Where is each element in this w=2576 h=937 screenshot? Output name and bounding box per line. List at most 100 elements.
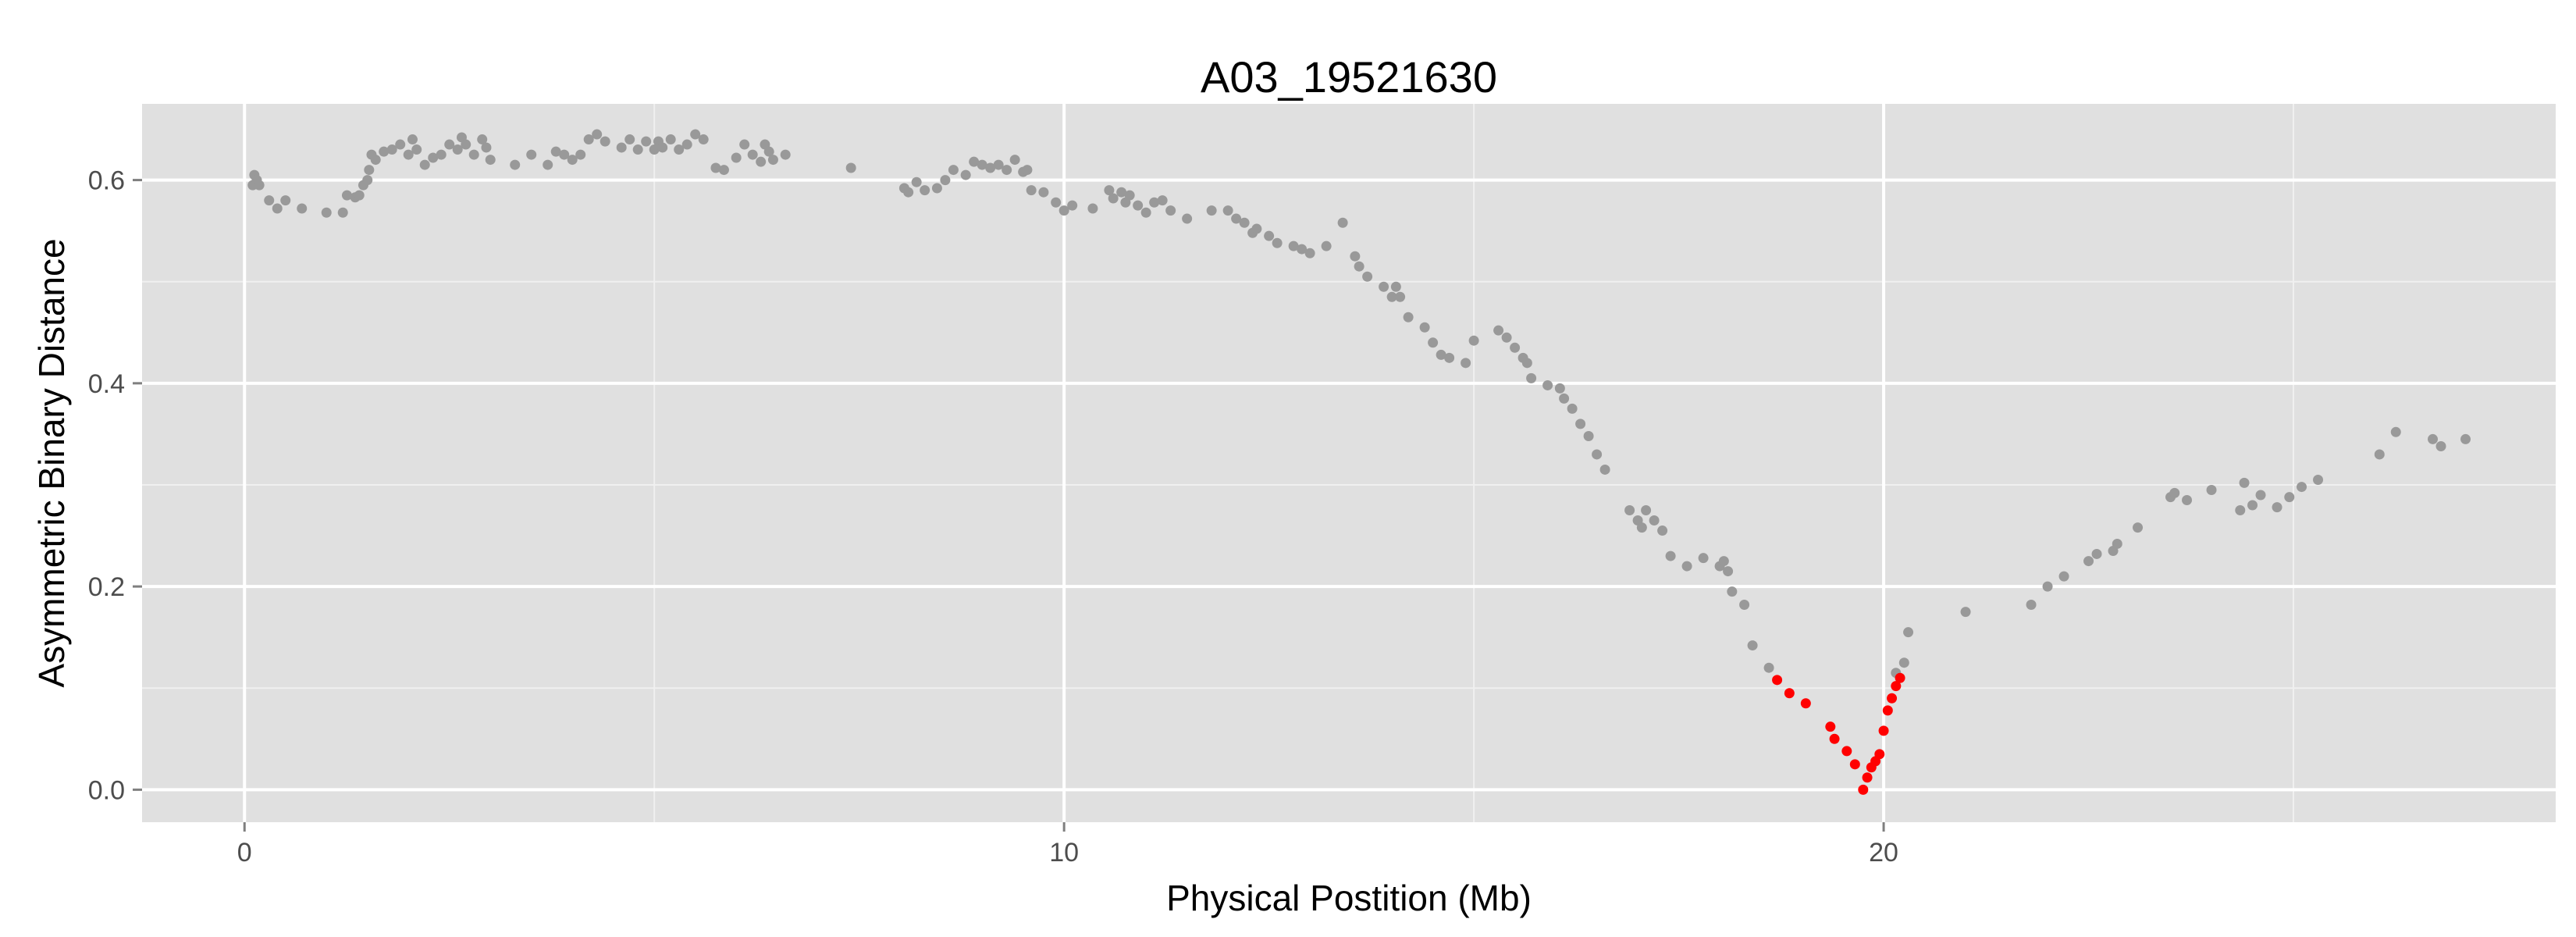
data-point	[2272, 502, 2282, 513]
data-point	[1395, 291, 1406, 302]
data-point	[1022, 165, 1033, 176]
plot-panel	[142, 104, 2556, 822]
data-point	[364, 165, 375, 176]
data-point	[341, 190, 352, 201]
data-point	[1182, 213, 1193, 224]
x-tick-label: 10	[1049, 838, 1079, 868]
data-point	[1800, 698, 1811, 709]
data-point	[592, 129, 603, 140]
y-tick-label: 0.4	[88, 369, 125, 399]
data-point	[1882, 705, 1893, 716]
data-point	[583, 134, 594, 145]
data-point	[780, 149, 791, 160]
data-point	[1887, 693, 1898, 704]
data-point	[444, 139, 455, 150]
data-point	[559, 149, 570, 160]
data-point	[763, 146, 774, 157]
data-point	[2247, 500, 2258, 511]
data-point	[1583, 431, 1594, 442]
data-point	[1657, 526, 1668, 536]
data-point	[452, 144, 463, 155]
data-point	[948, 165, 959, 176]
data-point	[543, 159, 553, 170]
data-point	[485, 155, 496, 166]
data-point	[2428, 433, 2439, 444]
data-point	[1428, 337, 1439, 348]
data-point	[2112, 538, 2122, 549]
data-point	[718, 165, 729, 176]
x-tick-label: 20	[1869, 838, 1898, 868]
data-point	[436, 149, 447, 160]
data-point	[1898, 657, 1909, 668]
data-point	[2169, 487, 2180, 498]
x-axis-title: Physical Postition (Mb)	[1166, 878, 1532, 918]
data-point	[931, 183, 942, 194]
data-point	[272, 203, 283, 214]
data-point	[297, 203, 308, 214]
data-point	[1723, 566, 1734, 577]
data-point	[1624, 505, 1635, 516]
data-point	[1554, 383, 1565, 394]
data-point	[911, 176, 922, 187]
data-point	[1009, 155, 1020, 166]
data-point	[767, 155, 778, 166]
data-point	[1681, 561, 1692, 572]
data-point	[1272, 237, 1283, 248]
data-point	[1390, 281, 1401, 292]
data-point	[1133, 200, 1144, 211]
y-axis-title: Asymmetric Binary Distance	[31, 238, 72, 687]
data-point	[1124, 190, 1135, 201]
data-point	[337, 207, 348, 218]
data-point	[1468, 335, 1479, 346]
data-point	[1599, 464, 1610, 475]
data-point	[1903, 627, 1914, 638]
data-point	[1051, 197, 1062, 208]
data-point	[1362, 271, 1373, 282]
y-tick-label: 0.2	[88, 572, 125, 602]
data-point	[379, 146, 390, 157]
data-point	[681, 139, 692, 150]
data-point	[698, 134, 709, 145]
data-point	[616, 142, 627, 153]
data-point	[624, 134, 635, 145]
data-point	[419, 159, 430, 170]
x-axis-ticks: 0 10 20	[237, 822, 1898, 868]
data-point	[731, 152, 742, 163]
data-point	[2239, 477, 2250, 488]
data-point	[1059, 205, 1069, 216]
data-point	[510, 159, 521, 170]
data-point	[1386, 291, 1397, 302]
data-point	[403, 149, 414, 160]
data-point	[657, 142, 668, 153]
data-point	[407, 134, 418, 145]
data-point	[526, 149, 537, 160]
chart-title: A03_19521630	[1201, 52, 1497, 102]
data-point	[1038, 187, 1049, 198]
data-point	[1784, 688, 1795, 699]
data-point	[477, 134, 488, 145]
data-point	[1165, 205, 1176, 216]
y-axis-ticks: 0.0 0.2 0.4 0.6	[88, 166, 142, 805]
data-point	[674, 144, 685, 155]
data-point	[1878, 725, 1889, 736]
data-point	[1763, 662, 1774, 673]
data-point	[1206, 205, 1217, 216]
data-point	[1067, 200, 1078, 211]
data-point	[1288, 240, 1299, 251]
data-point	[1239, 217, 1250, 228]
data-point	[362, 175, 373, 186]
major-gridlines	[142, 104, 2556, 822]
data-point	[461, 139, 471, 150]
data-point	[2042, 581, 2053, 592]
data-point	[254, 180, 265, 191]
data-point	[321, 207, 332, 218]
data-point	[1321, 240, 1332, 251]
data-point	[1521, 358, 1532, 369]
data-point	[2374, 449, 2385, 460]
data-point	[411, 144, 422, 155]
minor-gridlines	[142, 104, 2556, 822]
data-point	[993, 159, 1004, 170]
data-point	[468, 149, 479, 160]
data-point	[1739, 600, 1750, 611]
